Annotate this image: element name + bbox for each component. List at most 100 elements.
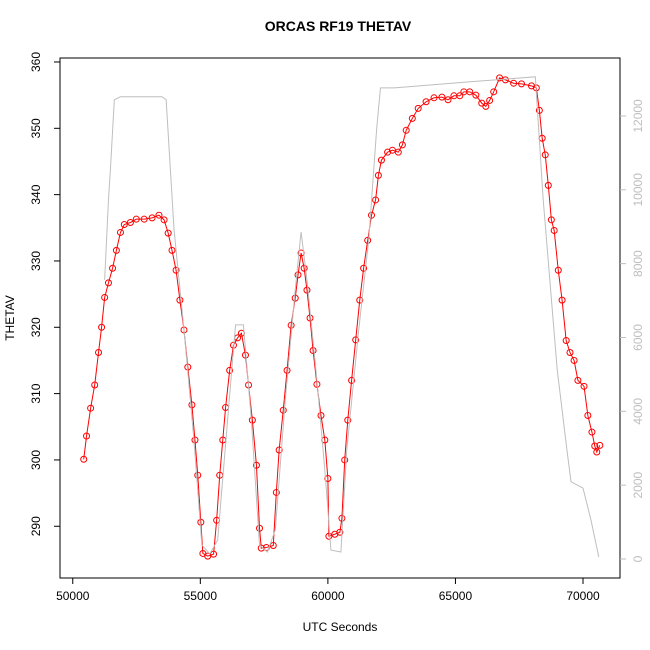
data-point — [430, 94, 438, 102]
series-line — [104, 76, 600, 558]
data-point — [338, 514, 346, 522]
data-point — [317, 412, 325, 419]
data-point — [112, 246, 120, 254]
data-point — [562, 337, 570, 345]
data-point — [501, 76, 509, 84]
data-point — [593, 448, 601, 456]
data-point — [348, 376, 356, 384]
data-point — [194, 471, 202, 479]
data-point — [352, 336, 360, 344]
y2-tick-label: 12000 — [631, 99, 645, 133]
data-point — [126, 218, 134, 226]
data-point — [269, 542, 277, 549]
data-point — [344, 416, 352, 424]
data-point — [256, 524, 264, 532]
data-point — [176, 296, 184, 304]
y-tick-label: 330 — [29, 251, 43, 271]
data-point — [550, 226, 558, 234]
data-point — [272, 488, 280, 496]
x-tick-label: 55000 — [184, 589, 218, 603]
y-tick-label: 350 — [29, 118, 43, 138]
data-point — [422, 98, 430, 106]
plot-box — [59, 57, 621, 579]
data-point — [80, 455, 88, 463]
data-point — [402, 126, 410, 134]
data-point — [324, 475, 332, 483]
y-tick-label: 320 — [29, 317, 43, 337]
y-tick-label: 360 — [29, 52, 43, 72]
data-point — [584, 412, 592, 419]
data-point — [309, 347, 317, 354]
data-point — [472, 91, 480, 99]
y-tick-label: 300 — [29, 450, 43, 470]
data-point — [486, 96, 494, 104]
y2-tick-label: 0 — [631, 555, 645, 562]
y2-tick-label: 2000 — [631, 471, 645, 498]
data-point — [98, 323, 106, 331]
data-point — [109, 264, 117, 272]
data-point — [374, 171, 382, 179]
data-point — [120, 220, 128, 228]
data-point — [398, 141, 406, 149]
data-point — [91, 381, 99, 389]
data-point — [210, 550, 218, 558]
data-point — [580, 382, 588, 390]
data-point — [95, 348, 103, 356]
x-tick-label: 65000 — [439, 589, 473, 603]
data-point — [547, 216, 555, 224]
data-point — [360, 264, 368, 272]
x-axis-label: UTC Seconds — [303, 620, 378, 634]
data-point — [518, 80, 526, 88]
y2-tick-label: 10000 — [631, 173, 645, 207]
chart-title: ORCAS RF19 THETAV — [265, 18, 412, 34]
data-point — [164, 229, 172, 237]
data-point — [248, 416, 256, 424]
data-point — [541, 151, 549, 159]
data-point — [574, 376, 582, 384]
data-point — [101, 293, 109, 301]
data-point — [364, 236, 372, 244]
data-point — [116, 228, 124, 236]
data-point — [596, 441, 604, 449]
data-point — [566, 348, 574, 356]
data-point — [168, 246, 176, 254]
data-point — [554, 266, 562, 274]
data-point — [456, 92, 464, 100]
y2-tick-label: 6000 — [631, 324, 645, 351]
data-point — [279, 406, 287, 414]
series-line — [83, 77, 601, 557]
data-point — [172, 266, 180, 274]
y-axis-label: THETAV — [3, 295, 17, 341]
data-point — [482, 102, 490, 110]
data-point — [394, 148, 402, 156]
x-tick-label: 60000 — [311, 589, 345, 603]
data-point — [466, 88, 474, 96]
data-point — [275, 446, 283, 454]
data-point — [140, 215, 148, 223]
data-point — [510, 79, 518, 87]
data-point — [591, 442, 599, 450]
data-point — [408, 114, 416, 122]
data-point — [287, 321, 295, 329]
y-tick-label: 310 — [29, 383, 43, 403]
data-point — [226, 366, 234, 374]
data-point — [341, 456, 349, 464]
x-tick-label: 50000 — [56, 589, 90, 603]
data-point — [132, 215, 140, 223]
y2-tick-label: 4000 — [631, 398, 645, 425]
data-point — [294, 271, 302, 279]
data-point — [155, 211, 163, 219]
data-point — [188, 401, 196, 409]
data-point — [558, 296, 566, 304]
data-point — [87, 404, 95, 412]
data-point — [300, 264, 308, 272]
data-point — [257, 544, 265, 552]
data-point — [490, 88, 498, 96]
y-tick-label: 340 — [29, 184, 43, 204]
data-point — [414, 104, 422, 112]
data-point — [356, 296, 364, 304]
y-tick-label: 290 — [29, 516, 43, 536]
data-point — [191, 436, 199, 444]
data-point — [148, 214, 156, 222]
